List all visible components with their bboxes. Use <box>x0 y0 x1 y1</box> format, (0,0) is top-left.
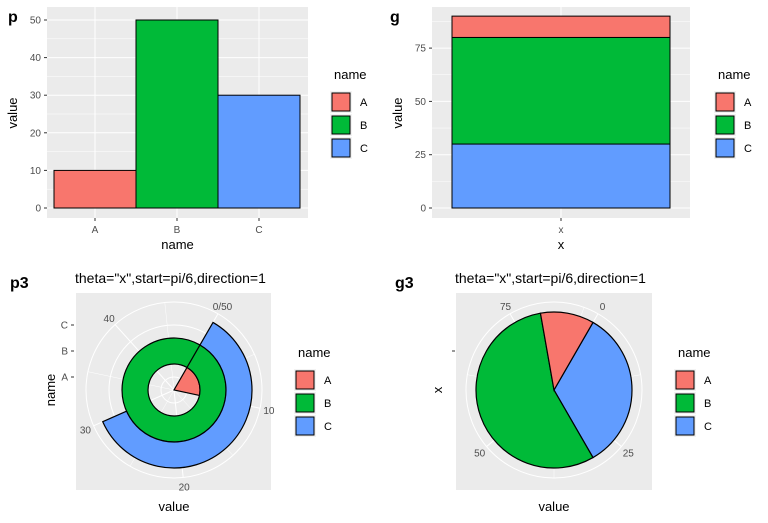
legend-title: name <box>298 345 331 360</box>
legend-label-A: A <box>704 375 712 387</box>
legend-key-B <box>295 393 315 413</box>
bar-segment-C <box>451 143 671 209</box>
legend-key-A <box>675 370 695 390</box>
x-axis-label: value <box>538 499 569 514</box>
x-axis-label: value <box>158 499 189 514</box>
theta-tick-label: 20 <box>179 482 191 493</box>
y-tick-label: 0 <box>420 204 426 215</box>
pie-slice-B <box>475 312 594 469</box>
x-tick-label: A <box>92 225 99 236</box>
y-tick-label: 25 <box>415 150 427 161</box>
panel-tag: p3 <box>10 275 29 292</box>
legend-key-C <box>675 416 695 436</box>
y-axis-label: value <box>5 97 20 128</box>
y-tick-label: 10 <box>30 166 42 177</box>
legend-label-C: C <box>360 143 368 155</box>
y-tick-label: 20 <box>30 128 42 139</box>
legend-key-C <box>715 138 735 158</box>
legend-label-A: A <box>744 97 752 109</box>
panel-tag: g3 <box>395 275 414 292</box>
legend-key-A <box>715 92 735 112</box>
bar-A <box>53 169 137 209</box>
y-tick-label: 40 <box>30 53 42 64</box>
legend-key-A <box>331 92 351 112</box>
theta-axis-circle <box>85 301 263 479</box>
legend-key-C <box>295 416 315 436</box>
theta-tick-label: 30 <box>80 425 92 436</box>
legend-label-B: B <box>360 120 367 132</box>
x-tick-label: x <box>559 225 564 236</box>
bar-C <box>217 94 301 209</box>
legend-label-C: C <box>704 421 712 433</box>
theta-tick-label: 10 <box>263 406 275 417</box>
legend-key-B <box>675 393 695 413</box>
legend-label-B: B <box>744 120 751 132</box>
y-tick-label: 0 <box>35 204 41 215</box>
legend-label-C: C <box>324 421 332 433</box>
theta-tick-label: 40 <box>104 314 116 325</box>
y-axis-label: x <box>430 386 445 393</box>
y-tick-label: A <box>61 373 68 384</box>
y-axis-label: value <box>390 97 405 128</box>
bar-segment-B <box>451 36 671 145</box>
x-tick-label: C <box>255 225 262 236</box>
y-tick-label: B <box>61 347 68 358</box>
legend-title: name <box>678 345 711 360</box>
theta-tick-label: 0/50 <box>213 302 233 313</box>
legend-label-B: B <box>324 398 331 410</box>
legend-key-B <box>715 115 735 135</box>
legend-label-C: C <box>744 143 752 155</box>
y-tick-label: 50 <box>30 16 42 27</box>
y-tick-label: 75 <box>415 44 427 55</box>
y-tick-label: 50 <box>415 97 427 108</box>
theta-tick-label: 0 <box>600 302 606 313</box>
bar-B <box>135 19 219 209</box>
x-axis-label: name <box>161 237 194 252</box>
legend-label-B: B <box>704 398 711 410</box>
pie-slice-C <box>553 321 633 459</box>
x-tick-label: B <box>174 225 181 236</box>
legend-label-A: A <box>360 97 368 109</box>
bar-C <box>101 321 253 469</box>
legend-title: name <box>334 67 367 82</box>
x-axis-label: x <box>558 237 565 252</box>
panel-title: theta="x",start=pi/6,direction=1 <box>75 270 266 286</box>
y-axis-label: name <box>43 374 58 407</box>
panel-tag: g <box>390 9 400 26</box>
y-tick-label: C <box>61 321 68 332</box>
panel-title: theta="x",start=pi/6,direction=1 <box>455 270 646 286</box>
legend-key-A <box>295 370 315 390</box>
legend-label-A: A <box>324 375 332 387</box>
panel-tag: p <box>8 9 18 26</box>
legend-key-C <box>331 138 351 158</box>
y-tick-label: 30 <box>30 91 42 102</box>
bar-B <box>122 338 226 442</box>
legend-key-B <box>331 115 351 135</box>
bar-segment-A <box>451 15 671 38</box>
pie-slice-A <box>539 311 594 392</box>
legend-title: name <box>718 67 751 82</box>
theta-tick-label: 50 <box>474 448 486 459</box>
theta-tick-label: 75 <box>500 302 512 313</box>
theta-tick-label: 25 <box>623 448 635 459</box>
bar-A <box>173 366 201 397</box>
